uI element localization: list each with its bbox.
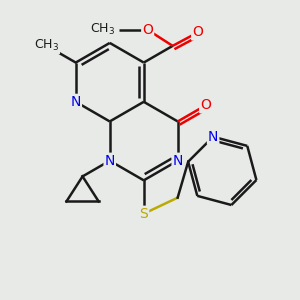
- Text: N: N: [105, 154, 115, 168]
- Text: O: O: [192, 26, 203, 40]
- Text: N: N: [172, 154, 183, 168]
- Text: O: O: [200, 98, 211, 112]
- Text: CH$_3$: CH$_3$: [34, 38, 59, 53]
- Text: O: O: [142, 23, 153, 37]
- Text: CH$_3$: CH$_3$: [89, 22, 115, 38]
- Text: N: N: [208, 130, 218, 144]
- Text: S: S: [140, 207, 148, 221]
- Text: N: N: [70, 95, 81, 109]
